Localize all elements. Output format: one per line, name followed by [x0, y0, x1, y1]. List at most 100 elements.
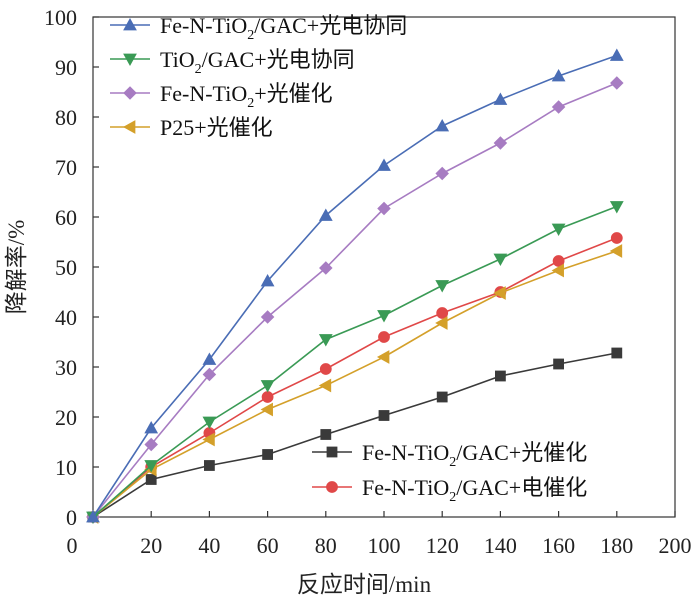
- legend-label: TiO2/GAC+光电协同: [160, 47, 355, 77]
- data-point: [320, 429, 332, 440]
- data-point: [319, 261, 333, 275]
- data-point: [260, 310, 275, 324]
- series-layer: [85, 48, 624, 525]
- x-tick-label: 40: [198, 533, 220, 558]
- data-point: [260, 402, 273, 417]
- data-point: [553, 358, 564, 370]
- legend-label-subscript: 2: [449, 455, 456, 470]
- legend-label-subscript: 2: [195, 62, 202, 77]
- data-point: [551, 68, 566, 82]
- x-tick-label: 80: [315, 533, 337, 558]
- data-point: [318, 334, 333, 347]
- x-tick-label: 60: [257, 533, 279, 558]
- legend-label-subscript: 2: [449, 490, 456, 505]
- data-point: [609, 244, 623, 258]
- y-tick-label: 80: [55, 105, 77, 130]
- series-line: [92, 82, 618, 518]
- legend-label-part: Fe-N-TiO: [160, 13, 247, 38]
- y-tick-label: 50: [55, 255, 77, 280]
- data-point: [552, 255, 565, 267]
- y-tick-label: 30: [55, 355, 77, 380]
- data-point: [144, 437, 158, 452]
- y-axis-ticks: 0 10 20 30 40 50 60 70 80 90 100: [44, 5, 99, 530]
- data-point: [436, 307, 449, 319]
- legend-entry: Fe-N-TiO2/GAC+电催化: [312, 475, 587, 505]
- x-tick-label: 100: [368, 533, 401, 558]
- x-tick-label: 120: [426, 533, 459, 558]
- legend-top-left: Fe-N-TiO2/GAC+光电协同TiO2/GAC+光电协同Fe-N-TiO2…: [110, 13, 407, 140]
- data-point: [610, 76, 624, 90]
- data-point: [318, 208, 333, 221]
- legend-entry: Fe-N-TiO2/GAC+光催化: [312, 440, 587, 470]
- data-point: [493, 286, 506, 300]
- data-point: [551, 263, 564, 278]
- legend-label: Fe-N-TiO2/GAC+光电协同: [160, 13, 407, 43]
- y-tick-label: 20: [55, 405, 77, 430]
- legend-label-part: /GAC+电催化: [456, 475, 587, 500]
- data-point: [318, 378, 332, 393]
- series-line: [92, 352, 617, 518]
- data-point: [610, 232, 623, 244]
- data-point: [551, 223, 566, 237]
- data-point: [202, 367, 217, 382]
- data-point: [609, 201, 624, 214]
- data-point: [377, 201, 391, 216]
- data-point: [435, 166, 449, 181]
- data-point: [202, 416, 217, 430]
- legend-entry: TiO2/GAC+光电协同: [110, 47, 355, 77]
- x-tick-label: 160: [542, 533, 575, 558]
- legend-entry: Fe-N-TiO2+光催化: [110, 81, 333, 111]
- data-point: [494, 370, 506, 382]
- x-tick-label: 140: [484, 533, 517, 558]
- y-tick-label: 0: [66, 505, 77, 530]
- data-point: [86, 509, 100, 523]
- series-line: [92, 237, 618, 518]
- legend-label-part: P25+光催化: [160, 115, 273, 140]
- data-point: [435, 118, 450, 132]
- y-tick-label: 10: [55, 455, 77, 480]
- legend-label: Fe-N-TiO2+光催化: [160, 81, 333, 111]
- series-line: [92, 250, 618, 518]
- data-point: [436, 391, 448, 403]
- data-point: [435, 280, 450, 293]
- legend-marker: [123, 17, 137, 31]
- data-point: [260, 380, 275, 393]
- series-line: [92, 54, 618, 518]
- data-point: [493, 92, 508, 105]
- legend-label-part: +光催化: [254, 81, 332, 106]
- data-point: [378, 331, 390, 343]
- legend-marker: [123, 53, 137, 67]
- legend-label-part: /GAC+光电协同: [254, 13, 407, 38]
- data-point: [144, 420, 159, 434]
- x-tick-label: 200: [659, 533, 692, 558]
- data-point: [319, 363, 332, 375]
- legend-entry: Fe-N-TiO2/GAC+光电协同: [110, 13, 407, 43]
- data-point: [435, 316, 448, 330]
- data-point: [493, 136, 508, 150]
- data-point: [551, 100, 566, 114]
- data-point: [261, 391, 274, 403]
- series-line: [92, 205, 618, 518]
- legend-label-part: /GAC+光电协同: [202, 47, 355, 72]
- series-triangle-down: [86, 201, 624, 525]
- data-point: [262, 449, 274, 460]
- legend-marker: [122, 120, 136, 134]
- x-axis-label: 反应时间/min: [297, 572, 432, 597]
- y-tick-label: 40: [55, 305, 77, 330]
- y-tick-label: 100: [44, 5, 77, 30]
- legend-marker: [326, 481, 338, 493]
- legend-label: P25+光催化: [160, 115, 273, 140]
- legend-label: Fe-N-TiO2/GAC+光催化: [362, 440, 587, 470]
- x-tick-label: 20: [140, 533, 162, 558]
- legend-label-part: /GAC+光催化: [456, 440, 587, 465]
- data-point: [611, 347, 623, 359]
- data-point: [260, 273, 275, 287]
- legend-label-part: Fe-N-TiO: [362, 440, 449, 465]
- legend-label: Fe-N-TiO2/GAC+电催化: [362, 475, 587, 505]
- data-point: [203, 460, 215, 471]
- data-point: [493, 253, 508, 267]
- y-axis-label: 降解率/%: [4, 220, 29, 315]
- legend-label-part: TiO: [160, 47, 195, 72]
